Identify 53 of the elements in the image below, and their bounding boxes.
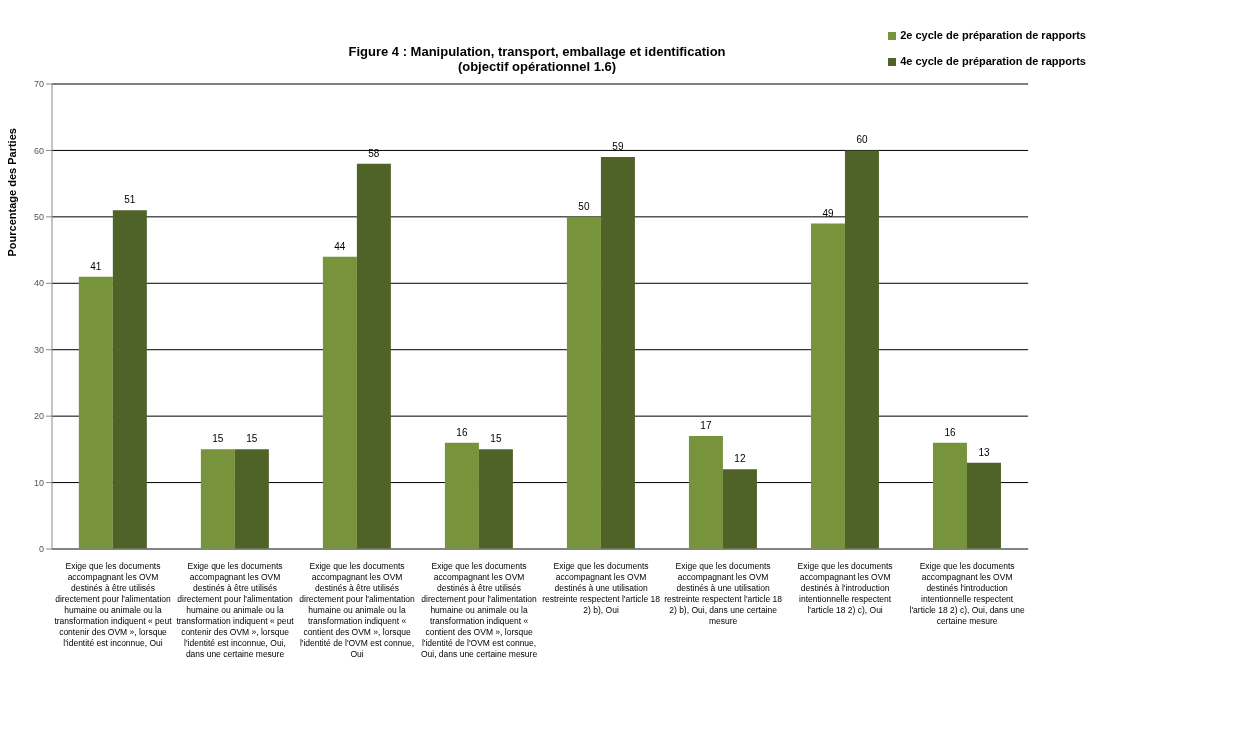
- data-label: 49: [822, 207, 834, 219]
- chart-subtitle: (objectif opérationnel 1.6): [457, 59, 617, 74]
- bar: [688, 436, 723, 549]
- bar: [78, 276, 113, 549]
- x-tick-label: Exige que les documents accompagnant les OVM destinés à une utilisation restreinte respectent l'article 18 2) b), Oui: [541, 561, 661, 616]
- x-tick-label: Exige que les documents accompagnant les OVM destinés à une utilisation restreinte respectent l'article 18 2) b), Oui, dans une certaine mesure: [663, 561, 783, 627]
- data-label: 41: [90, 260, 102, 272]
- data-label: 16: [456, 426, 468, 438]
- data-label: 60: [856, 134, 868, 146]
- data-label: 13: [978, 446, 990, 458]
- chart-title: Figure 4 : Manipulation, transport, emballage et identification: [348, 44, 726, 59]
- x-tick-label: Exige que les documents accompagnant les OVM destinés l'introduction intentionnelle respectent l'article 18 2) c), Oui, dans une certaine mesure: [908, 561, 1026, 627]
- bar: [566, 216, 601, 549]
- category-label: Exige que les documents accompagnant les OVM destinés à être utilisés directement pour l'alimentation humaine ou animale ou la transformation indiquent « contient des OVM », lorsque l'identité de l'OVM est connue, Oui: [299, 561, 415, 659]
- x-tick-label: Exige que les documents accompagnant les OVM destinés à l'introduction intentionnelle respectent l'article 18 2) c), Oui: [796, 561, 894, 616]
- data-label: 17: [700, 420, 712, 432]
- y-tick-label: 30: [33, 344, 44, 355]
- data-label: 51: [124, 194, 136, 206]
- y-tick-label: 10: [33, 477, 44, 488]
- bar: [356, 163, 391, 549]
- bar: [844, 150, 879, 549]
- data-label: 12: [734, 453, 746, 465]
- data-label: 50: [578, 200, 590, 212]
- data-label: 15: [490, 433, 502, 445]
- legend-label: 4e cycle de préparation de rapports: [900, 55, 1086, 67]
- data-label: 15: [212, 433, 224, 445]
- category-label: Exige que les documents accompagnant les OVM destinés à être utilisés directement pour l'alimentation humaine ou animale ou la transformation indiquent « peut contenir des OVM », lorsque l'identité est inconnue, Oui, dans une certaine mesure: [176, 561, 294, 659]
- bar: [966, 462, 1001, 549]
- bar: [234, 449, 269, 549]
- data-label: 15: [246, 433, 258, 445]
- data-label: 16: [944, 426, 956, 438]
- data-label: 59: [612, 141, 624, 153]
- bar: [322, 256, 357, 549]
- bar: [112, 210, 147, 549]
- bar: [722, 469, 757, 549]
- y-tick-label: 0: [38, 544, 44, 555]
- y-tick-label: 70: [33, 79, 44, 90]
- y-tick-label: 40: [33, 278, 44, 289]
- bar: [478, 449, 513, 549]
- bar: [810, 223, 845, 549]
- y-tick-label: 60: [33, 145, 44, 156]
- y-axis-title: Pourcentage des Parties: [5, 128, 18, 257]
- data-label: 44: [334, 240, 346, 252]
- y-tick-label: 50: [33, 212, 44, 223]
- bar: [444, 442, 479, 549]
- bar: [600, 157, 635, 549]
- x-tick-label: Exige que les documents accompagnant les OVM destinés à être utilisés directement pour l'alimentation humaine ou animale ou la transformation indiquent « peut contenir des OVM », lorsque l'identité est inconnue, Oui: [53, 561, 173, 649]
- category-label: Exige que les documents accompagnant les OVM destinés à être utilisés directement pour l'alimentation humaine ou animale ou la transformation indiquent « contient des OVM », lorsque l'identité de l'OVM est connue, Oui, dans une certaine mesure: [420, 561, 538, 659]
- legend-label: 2e cycle de préparation de rapports: [900, 29, 1086, 41]
- data-label: 58: [368, 147, 380, 159]
- bar: [932, 442, 967, 549]
- bar: [200, 449, 235, 549]
- y-tick-label: 20: [33, 411, 44, 422]
